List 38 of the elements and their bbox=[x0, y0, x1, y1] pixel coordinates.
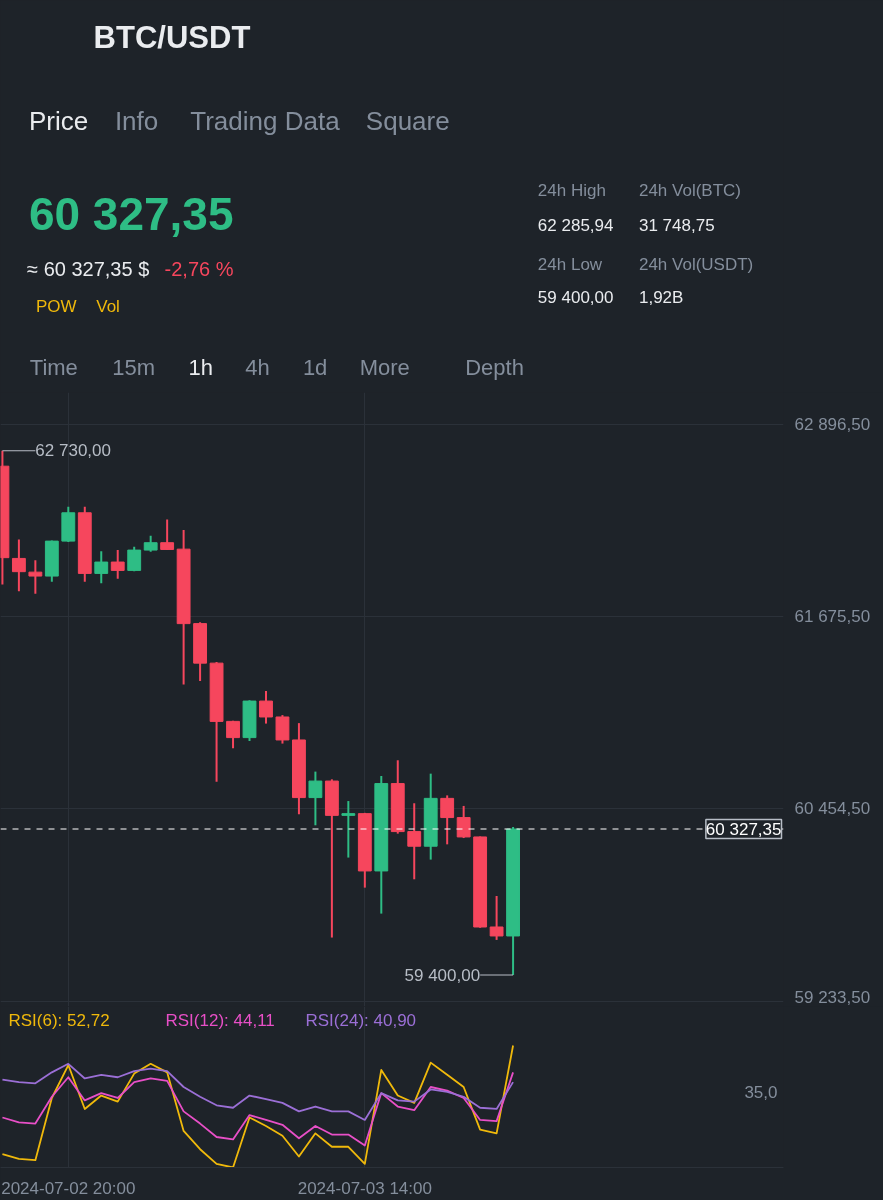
text: RSI(24): 40,90 bbox=[305, 1010, 417, 1030]
text: 24h High bbox=[537, 181, 606, 200]
annotation: 62 730,00 bbox=[35, 441, 112, 461]
text: 4h bbox=[245, 355, 270, 380]
ref-line-label: 60 327,35 bbox=[705, 819, 782, 839]
text: Time bbox=[29, 355, 78, 380]
text: 24h Low bbox=[537, 255, 603, 274]
text: POW bbox=[35, 297, 77, 316]
annotation: 35,0 bbox=[744, 1082, 778, 1102]
text: -2,76 % bbox=[164, 257, 234, 280]
text: RSI(12): 44,11 bbox=[165, 1010, 275, 1030]
text: ≈ 60 327,35 $ bbox=[27, 257, 150, 280]
y-tick-label: 60 454,50 bbox=[794, 799, 871, 819]
text: 60 327,35 bbox=[28, 187, 234, 240]
text: Price bbox=[28, 105, 89, 136]
text: 24h Vol(USDT) bbox=[638, 255, 754, 274]
text: 1,92B bbox=[638, 288, 684, 307]
text: 1d bbox=[302, 355, 328, 380]
text: 24h Vol(BTC) bbox=[638, 181, 742, 200]
text: BTC/USDT bbox=[93, 20, 251, 55]
text: 59 400,00 bbox=[537, 288, 614, 307]
annotation: 59 400,00 bbox=[404, 965, 481, 985]
y-tick-label: 59 233,50 bbox=[794, 987, 871, 1007]
text: Trading Data bbox=[190, 105, 341, 136]
y-tick-label: 62 896,50 bbox=[794, 415, 871, 435]
text: Depth bbox=[465, 355, 524, 380]
text: Square bbox=[365, 105, 450, 136]
text: 31 748,75 bbox=[638, 216, 715, 235]
text: 62 285,94 bbox=[537, 216, 614, 235]
text: Info bbox=[114, 105, 159, 136]
text: 1h bbox=[188, 355, 213, 380]
text: More bbox=[359, 355, 410, 380]
text: RSI(6): 52,72 bbox=[8, 1010, 110, 1030]
x-tick-label: 2024-07-02 20:00 bbox=[1, 1178, 136, 1198]
x-tick-label: 2024-07-03 14:00 bbox=[297, 1178, 432, 1198]
text: Vol bbox=[96, 297, 120, 316]
text: 15m bbox=[112, 355, 156, 380]
y-tick-label: 61 675,50 bbox=[794, 607, 871, 627]
